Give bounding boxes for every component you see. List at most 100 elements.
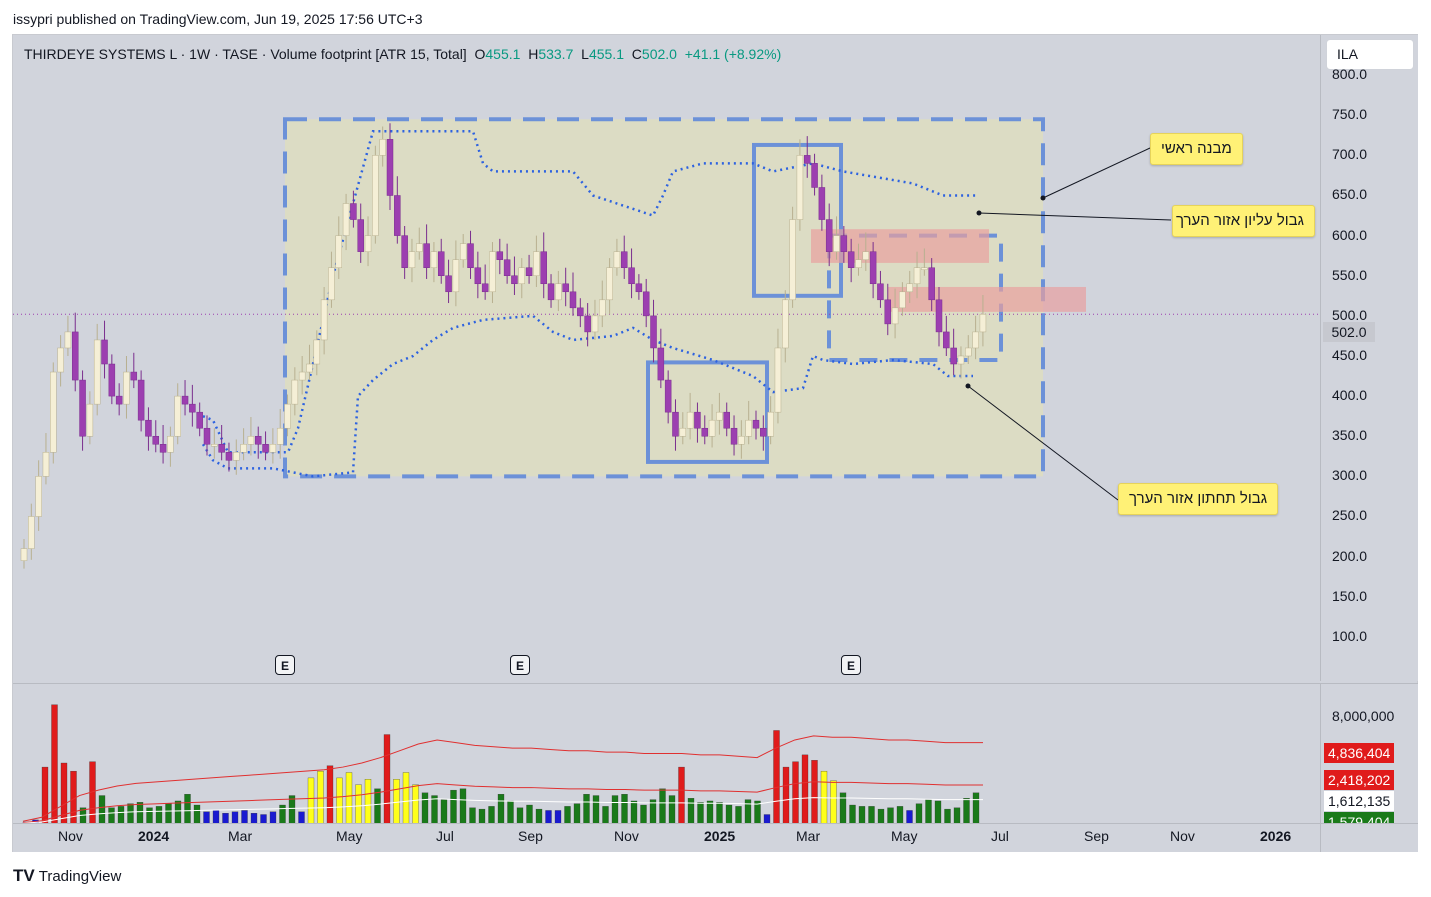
candle-14 [123, 371, 130, 405]
volume-bar-3 [51, 704, 58, 824]
candle-18 [152, 435, 160, 445]
volume-bar-61 [602, 806, 609, 824]
volume-bar-37 [374, 788, 381, 824]
volume-bar-49 [488, 806, 495, 824]
volume-bar-87 [849, 804, 856, 824]
volume-ma-half-line [22, 781, 983, 824]
candle-114 [855, 259, 862, 268]
volume-bar-92 [896, 806, 904, 824]
volume-bar-76 [744, 799, 752, 824]
volume-bar-67 [659, 788, 666, 824]
candle-52 [401, 235, 408, 268]
candle-93 [701, 427, 709, 437]
price-axis[interactable] [1320, 35, 1418, 681]
volume-ma-line [22, 735, 983, 822]
candle-27 [218, 444, 225, 453]
currency-button[interactable]: ILA [1326, 39, 1414, 70]
volume-bar-88 [858, 806, 866, 824]
candle-129 [965, 347, 972, 357]
volume-bar-59 [583, 794, 590, 824]
candle-96 [723, 411, 730, 429]
candle-53 [408, 251, 416, 268]
candle-63 [481, 283, 489, 293]
volume-tag-2: 2,418,202 [1324, 770, 1395, 790]
candle-91 [686, 411, 694, 429]
volume-pane[interactable] [13, 683, 1320, 824]
candle-115 [862, 251, 870, 260]
time-tick-7: 2025 [704, 828, 736, 844]
price-chart-svg[interactable] [13, 35, 1320, 681]
candle-43 [335, 235, 343, 268]
volume-axis[interactable]: 8,000,000 4,836,404 2,418,202 1,612,135 … [1320, 683, 1418, 824]
candle-23 [189, 403, 196, 413]
candle-0 [20, 548, 28, 561]
time-tick-12: Nov [1170, 828, 1195, 844]
candle-21 [174, 395, 181, 437]
candle-112 [840, 235, 848, 252]
candle-108 [811, 163, 818, 188]
candle-35 [276, 427, 284, 445]
candle-44 [342, 203, 350, 236]
volume-bar-8 [98, 795, 106, 824]
candle-98 [738, 435, 745, 445]
volume-bar-63 [621, 794, 628, 824]
candle-75 [569, 291, 577, 309]
time-axis[interactable] [13, 823, 1320, 852]
candle-99 [745, 419, 752, 437]
volume-bar-91 [887, 807, 894, 824]
candle-90 [679, 427, 687, 437]
volume-bar-98 [953, 807, 961, 824]
earnings-marker-2[interactable]: E [510, 655, 530, 675]
legend-high: 533.7 [538, 46, 574, 62]
price-tick-2: 200.0 [1332, 547, 1368, 564]
candle-79 [599, 299, 606, 317]
annotation-main-structure[interactable]: מבנה ראשי [1150, 133, 1243, 165]
footer-brand[interactable]: TV TradingView [13, 866, 121, 886]
candle-100 [752, 419, 760, 429]
annotation-lower-bound[interactable]: גבול תחתון אזור הערך [1118, 483, 1279, 515]
volume-bar-96 [934, 800, 942, 824]
volume-bar-55 [545, 810, 552, 824]
structure-box-top [752, 142, 843, 298]
time-tick-1: 2024 [138, 828, 170, 844]
volume-chart-svg[interactable] [13, 684, 1320, 824]
candle-30 [240, 444, 247, 453]
time-tick-3: May [336, 828, 363, 844]
volume-bar-11 [127, 803, 134, 824]
volume-bar-35 [355, 784, 362, 824]
candle-78 [591, 315, 599, 333]
candle-83 [628, 267, 635, 285]
candle-11 [101, 339, 108, 365]
volume-bar-45 [450, 789, 457, 824]
candle-3 [42, 452, 50, 477]
candle-130 [972, 331, 979, 349]
candle-123 [921, 267, 928, 270]
volume-bar-52 [516, 807, 524, 824]
volume-bar-82 [801, 754, 809, 824]
candle-20 [167, 435, 174, 453]
annotation-upper-bound[interactable]: גבול עליון אזור הערך [1172, 205, 1315, 237]
price-pane[interactable] [13, 35, 1320, 681]
candle-85 [642, 291, 650, 317]
time-tick-5: Sep [518, 828, 543, 844]
candle-59 [452, 259, 460, 293]
candle-39 [306, 363, 313, 373]
earnings-marker-3[interactable]: E [841, 655, 861, 675]
candle-19 [159, 444, 167, 453]
volume-bar-30 [307, 777, 315, 824]
legend-change: +41.1 (+8.92%) [684, 46, 782, 62]
earnings-marker-1[interactable]: E [275, 655, 295, 675]
volume-bar-15 [165, 803, 172, 824]
candle-32 [254, 435, 262, 445]
volume-axis-top-label: 8,000,000 [1332, 708, 1395, 724]
volume-bar-48 [478, 808, 486, 824]
volume-bar-36 [364, 779, 372, 824]
candle-118 [884, 299, 892, 325]
candle-126 [943, 331, 950, 349]
price-tick-11: 650.0 [1332, 186, 1368, 203]
volume-bar-81 [792, 761, 799, 824]
candle-9 [86, 403, 94, 437]
candle-36 [284, 403, 291, 429]
candle-47 [364, 235, 372, 252]
volume-bar-47 [469, 807, 476, 824]
